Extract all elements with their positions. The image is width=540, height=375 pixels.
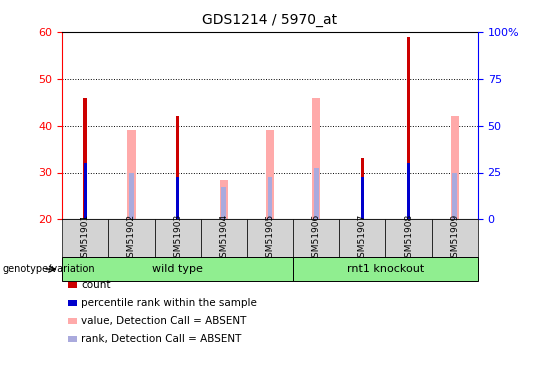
Bar: [127, 130, 136, 219]
Bar: [83, 98, 87, 219]
Text: GSM51905: GSM51905: [266, 213, 274, 263]
Text: GSM51904: GSM51904: [219, 214, 228, 263]
Bar: [154, 219, 201, 257]
Bar: [129, 172, 134, 219]
Text: GDS1214 / 5970_at: GDS1214 / 5970_at: [202, 13, 338, 27]
Text: GSM51909: GSM51909: [450, 213, 460, 263]
Bar: [451, 116, 459, 219]
Text: GSM51902: GSM51902: [127, 214, 136, 263]
Bar: [386, 219, 431, 257]
Text: rnt1 knockout: rnt1 knockout: [347, 264, 424, 274]
Bar: [220, 180, 228, 219]
Text: genotype/variation: genotype/variation: [3, 264, 96, 274]
Bar: [247, 219, 293, 257]
Bar: [62, 219, 109, 257]
Bar: [201, 219, 247, 257]
Bar: [268, 177, 272, 219]
Bar: [109, 219, 154, 257]
Bar: [312, 98, 320, 219]
Bar: [176, 116, 179, 219]
Bar: [84, 163, 86, 219]
Bar: [266, 130, 274, 219]
Bar: [453, 172, 457, 219]
Text: GSM51906: GSM51906: [312, 213, 321, 263]
Bar: [361, 177, 364, 219]
Text: wild type: wild type: [152, 264, 203, 274]
Bar: [62, 257, 293, 281]
Text: value, Detection Call = ABSENT: value, Detection Call = ABSENT: [81, 316, 246, 326]
Bar: [339, 219, 386, 257]
Bar: [176, 177, 179, 219]
Text: GSM51907: GSM51907: [358, 213, 367, 263]
Bar: [431, 219, 478, 257]
Bar: [407, 37, 410, 219]
Bar: [407, 163, 410, 219]
Bar: [221, 187, 226, 219]
Text: GSM51903: GSM51903: [173, 213, 182, 263]
Text: rank, Detection Call = ABSENT: rank, Detection Call = ABSENT: [81, 334, 241, 344]
Text: percentile rank within the sample: percentile rank within the sample: [81, 298, 257, 308]
Bar: [293, 219, 339, 257]
Text: GSM51901: GSM51901: [80, 213, 90, 263]
Bar: [293, 257, 478, 281]
Bar: [361, 158, 365, 219]
Text: GSM51908: GSM51908: [404, 213, 413, 263]
Bar: [314, 168, 319, 219]
Text: count: count: [81, 280, 111, 290]
